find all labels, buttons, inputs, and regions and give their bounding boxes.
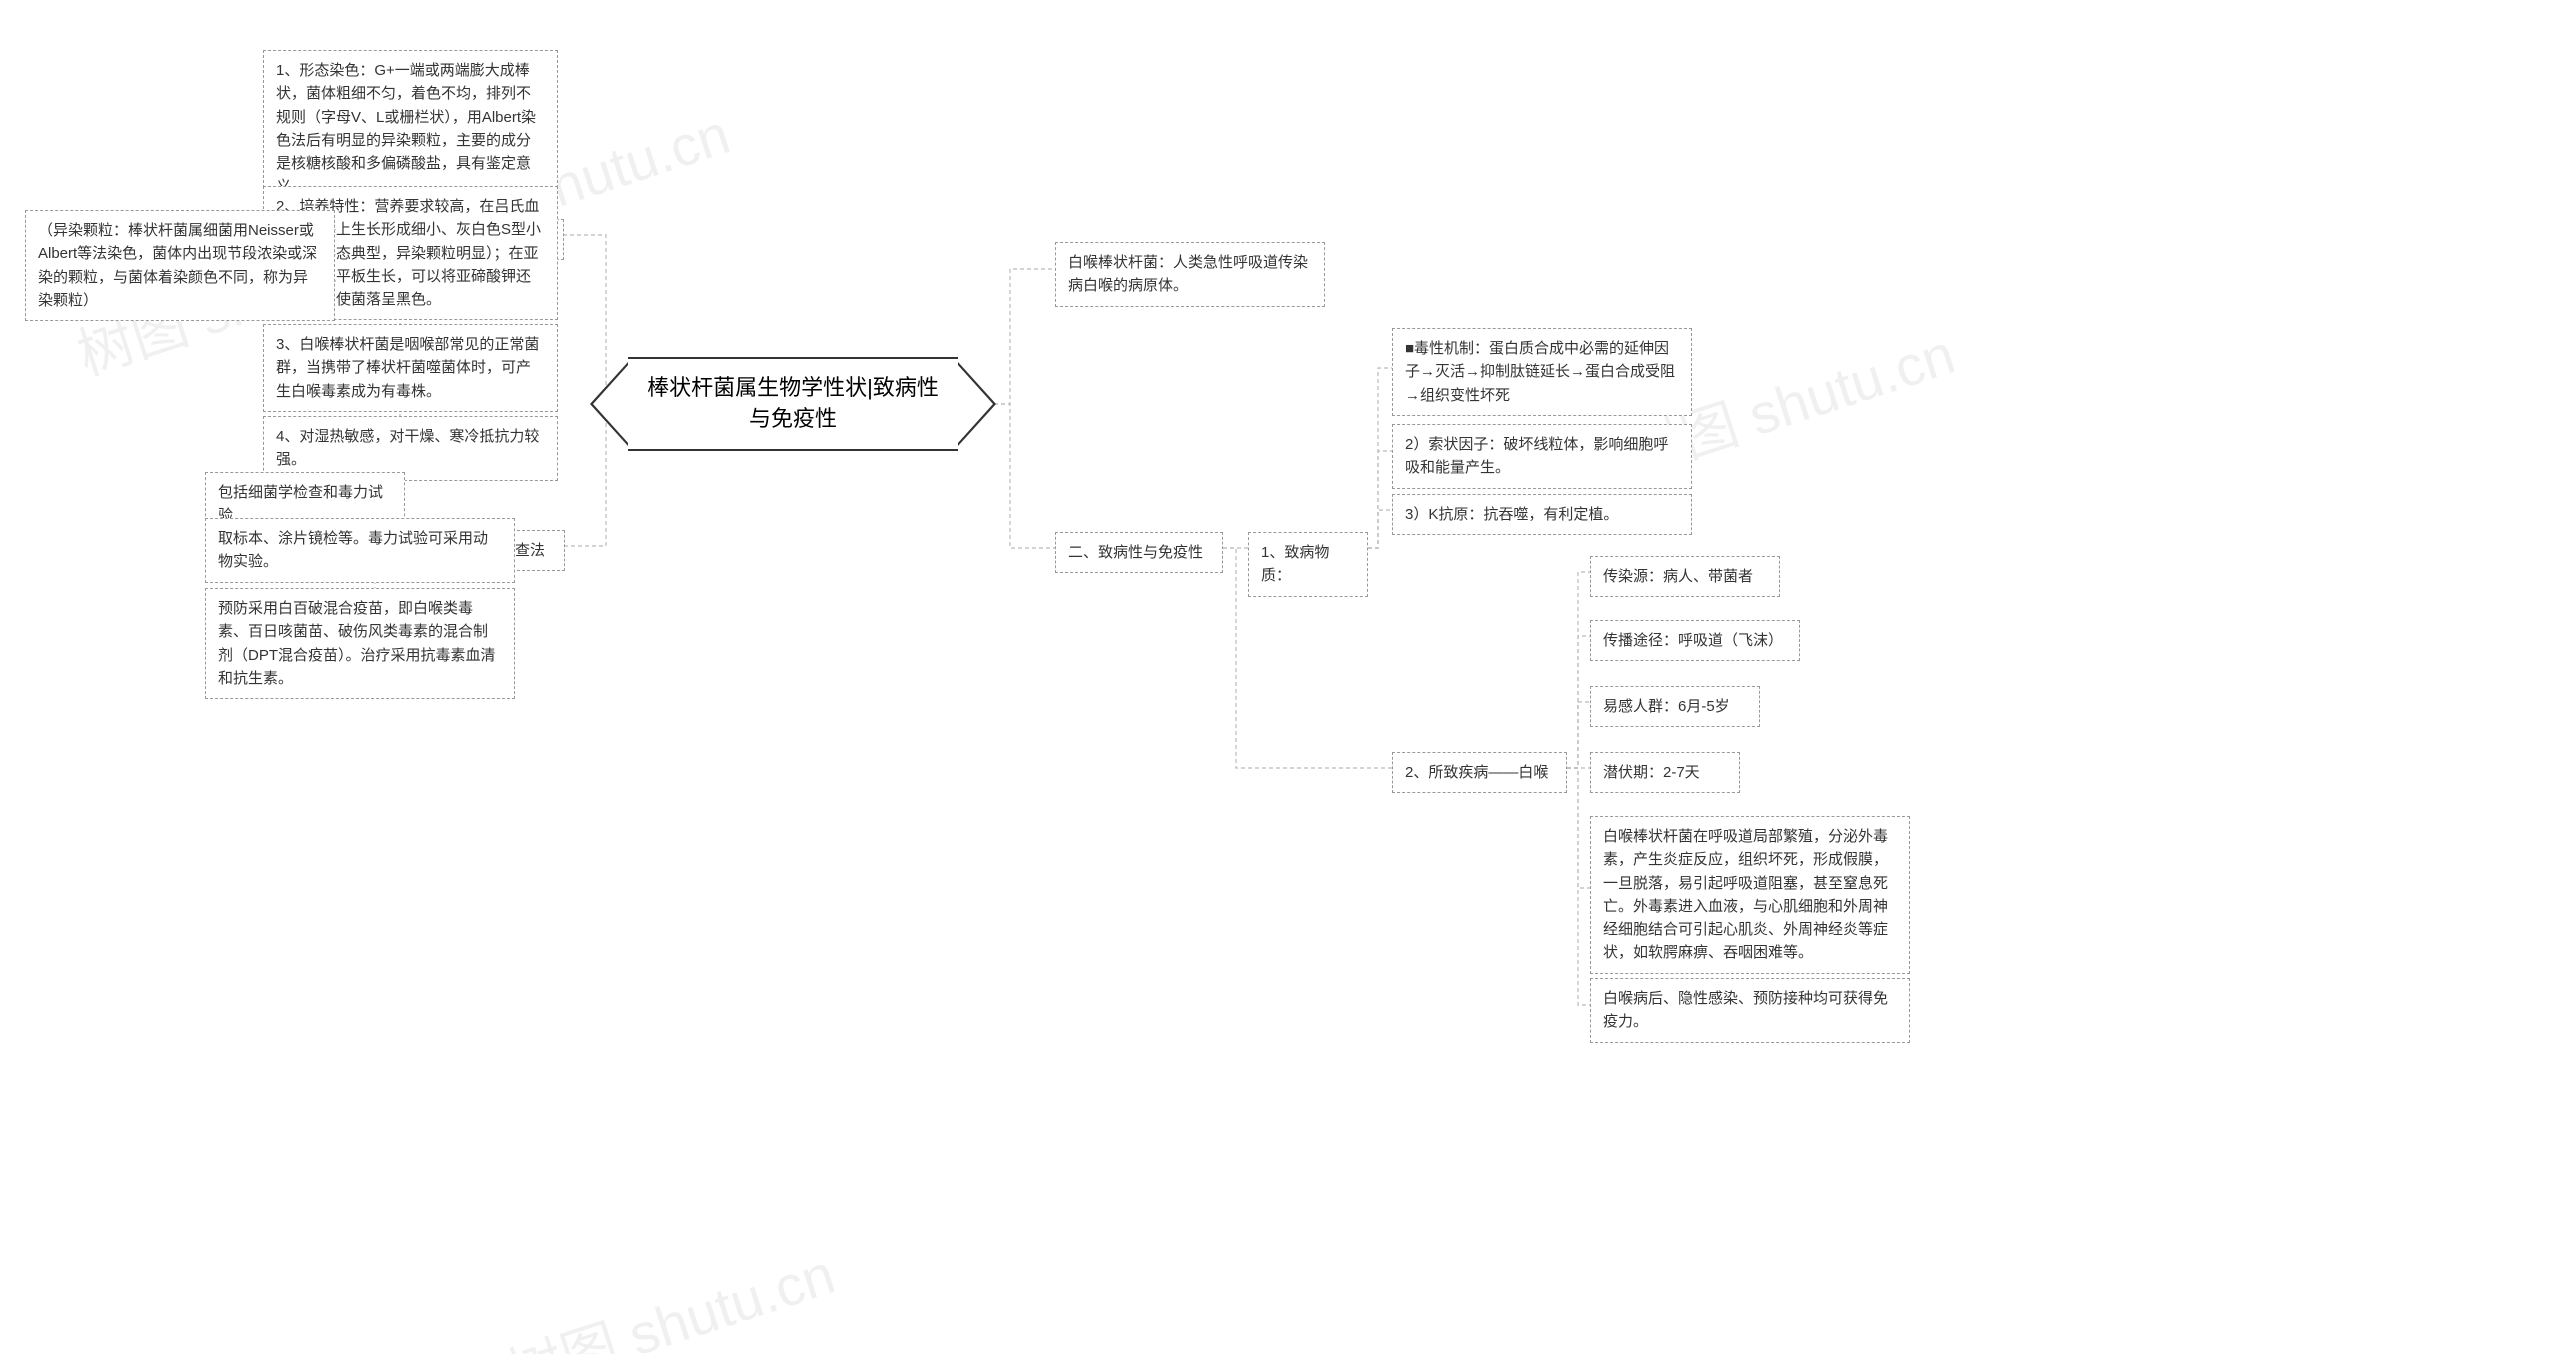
- branch-2-1-item-2: 2）索状因子：破坏线粒体，影响细胞呼吸和能量产生。: [1392, 424, 1692, 489]
- branch-1-item-4: 4、对湿热敏感，对干燥、寒冷抵抗力较强。: [263, 416, 558, 481]
- branch-2-2-item-2: 传播途径：呼吸道（飞沫）: [1590, 620, 1800, 661]
- root-label: 棒状杆菌属生物学性状|致病性与免疫性: [647, 375, 939, 431]
- branch-2-1: 1、致病物质：: [1248, 532, 1368, 597]
- branch-1-item-3: 3、白喉棒状杆菌是咽喉部常见的正常菌群，当携带了棒状杆菌噬菌体时，可产生白喉毒素…: [263, 324, 558, 412]
- branch-1-item-1: 1、形态染色：G+一端或两端膨大成棒状，菌体粗细不匀，着色不均，排列不规则（字母…: [263, 50, 558, 208]
- branch-1-item-2-sub: （异染颗粒：棒状杆菌属细菌用Neisser或Albert等法染色，菌体内出现节段…: [25, 210, 335, 321]
- branch-2-1-item-1: ■毒性机制：蛋白质合成中必需的延伸因子→灭活→抑制肽链延长→蛋白合成受阻→组织变…: [1392, 328, 1692, 416]
- branch-2-2-item-3: 易感人群：6月-5岁: [1590, 686, 1760, 727]
- branch-2-2-item-5: 白喉棒状杆菌在呼吸道局部繁殖，分泌外毒素，产生炎症反应，组织坏死，形成假膜，一旦…: [1590, 816, 1910, 974]
- right-top: 白喉棒状杆菌：人类急性呼吸道传染病白喉的病原体。: [1055, 242, 1325, 307]
- branch-2-2: 2、所致疾病——白喉: [1392, 752, 1567, 793]
- branch-3-item-3: 预防采用白百破混合疫苗，即白喉类毒素、百日咳菌苗、破伤风类毒素的混合制剂（DPT…: [205, 588, 515, 699]
- branch-2-2-item-4: 潜伏期：2-7天: [1590, 752, 1740, 793]
- root-node: 棒状杆菌属生物学性状|致病性与免疫性: [628, 362, 958, 446]
- branch-2-2-item-6: 白喉病后、隐性感染、预防接种均可获得免疫力。: [1590, 978, 1910, 1043]
- branch-2: 二、致病性与免疫性: [1055, 532, 1223, 573]
- branch-2-1-item-3: 3）K抗原：抗吞噬，有利定植。: [1392, 494, 1692, 535]
- watermark: 树图 shutu.cn: [496, 1230, 844, 1354]
- branch-3-item-2: 取标本、涂片镜检等。毒力试验可采用动物实验。: [205, 518, 515, 583]
- branch-2-2-item-1: 传染源：病人、带菌者: [1590, 556, 1780, 597]
